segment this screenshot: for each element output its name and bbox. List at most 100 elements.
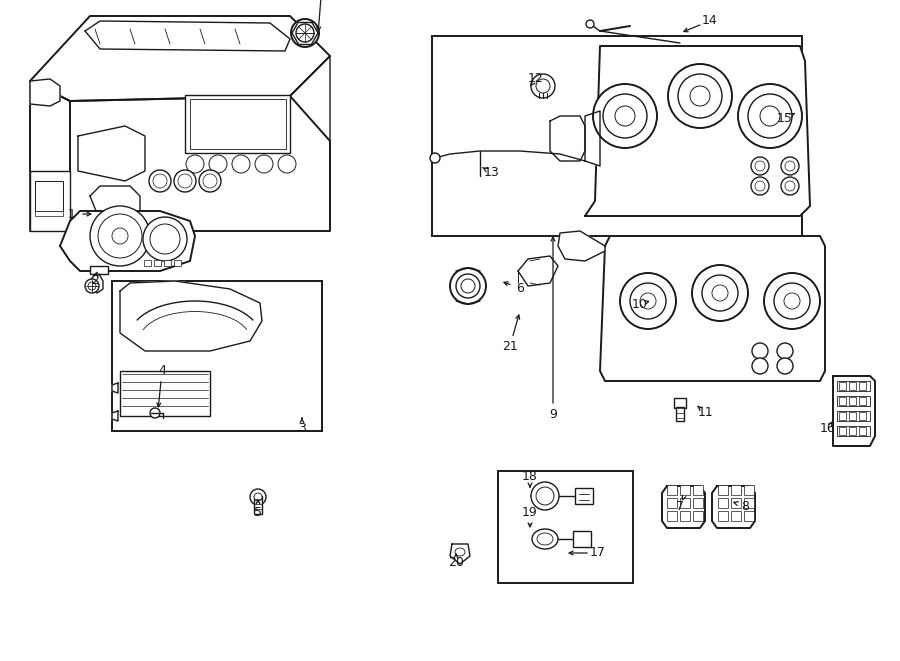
Circle shape [785, 161, 795, 171]
Polygon shape [60, 211, 195, 271]
Circle shape [752, 343, 768, 359]
Circle shape [777, 358, 793, 374]
Circle shape [752, 358, 768, 374]
Bar [112, 281, 322, 431]
Circle shape [620, 273, 676, 329]
Text: 6: 6 [516, 282, 524, 295]
Bar [839, 382, 846, 390]
Ellipse shape [537, 533, 553, 545]
Bar [35, 181, 63, 211]
Bar [744, 498, 754, 508]
Bar [718, 498, 728, 508]
Polygon shape [558, 231, 605, 261]
Circle shape [150, 408, 160, 418]
Text: 5: 5 [254, 506, 262, 520]
Bar [120, 371, 210, 416]
Bar [839, 427, 846, 435]
Bar [164, 260, 171, 266]
Circle shape [143, 217, 187, 261]
Polygon shape [600, 236, 825, 381]
Bar [731, 485, 741, 495]
Polygon shape [90, 186, 140, 231]
Circle shape [430, 153, 440, 163]
Circle shape [199, 170, 221, 192]
Circle shape [668, 64, 732, 128]
Circle shape [630, 283, 666, 319]
Bar [680, 485, 690, 495]
Bar [839, 397, 846, 405]
Text: 3: 3 [298, 422, 306, 436]
Text: 11: 11 [698, 407, 714, 420]
Circle shape [702, 275, 738, 311]
Bar [185, 95, 290, 153]
Circle shape [531, 74, 555, 98]
Polygon shape [112, 383, 118, 393]
Text: 13: 13 [484, 167, 500, 180]
Bar [667, 511, 677, 521]
Circle shape [640, 293, 656, 309]
Circle shape [781, 177, 799, 195]
Circle shape [203, 174, 217, 188]
Bar [174, 260, 181, 266]
Circle shape [536, 79, 550, 93]
Circle shape [450, 268, 486, 304]
Bar [731, 511, 741, 521]
Polygon shape [30, 79, 60, 106]
Bar [35, 211, 63, 216]
Circle shape [255, 155, 273, 173]
Text: 1: 1 [68, 208, 76, 221]
Bar [676, 407, 684, 421]
Bar [254, 496, 262, 514]
Bar [154, 260, 161, 266]
Bar [837, 426, 870, 436]
Circle shape [209, 155, 227, 173]
Bar [190, 99, 286, 149]
Circle shape [85, 279, 99, 293]
Bar [859, 427, 866, 435]
Circle shape [88, 282, 96, 290]
Bar [849, 382, 856, 390]
Circle shape [692, 265, 748, 321]
Circle shape [712, 285, 728, 301]
Polygon shape [585, 46, 810, 216]
Circle shape [536, 487, 554, 505]
Bar [849, 397, 856, 405]
Text: 12: 12 [528, 73, 544, 85]
Bar [849, 412, 856, 420]
Text: 19: 19 [522, 506, 538, 520]
Polygon shape [120, 281, 262, 351]
Bar [718, 511, 728, 521]
Text: 10: 10 [632, 297, 648, 311]
Bar [859, 397, 866, 405]
Circle shape [149, 170, 171, 192]
Text: 14: 14 [702, 15, 718, 28]
Bar [144, 260, 151, 266]
Text: 4: 4 [158, 364, 166, 377]
Circle shape [760, 106, 780, 126]
Circle shape [781, 157, 799, 175]
Bar [837, 381, 870, 391]
Circle shape [593, 84, 657, 148]
Circle shape [755, 161, 765, 171]
Circle shape [254, 493, 262, 501]
Ellipse shape [532, 529, 558, 549]
Circle shape [690, 86, 710, 106]
Circle shape [751, 177, 769, 195]
Bar [859, 412, 866, 420]
Bar [667, 485, 677, 495]
Circle shape [748, 94, 792, 138]
Polygon shape [518, 256, 558, 286]
Polygon shape [90, 274, 103, 293]
Ellipse shape [455, 548, 465, 556]
Circle shape [112, 228, 128, 244]
Bar [744, 485, 754, 495]
Text: 2: 2 [91, 274, 99, 288]
Polygon shape [78, 126, 145, 181]
Circle shape [461, 279, 475, 293]
Bar [837, 396, 870, 406]
Bar [693, 498, 703, 508]
Circle shape [296, 24, 314, 42]
Bar [718, 485, 728, 495]
Polygon shape [30, 81, 70, 231]
Bar [674, 398, 686, 408]
